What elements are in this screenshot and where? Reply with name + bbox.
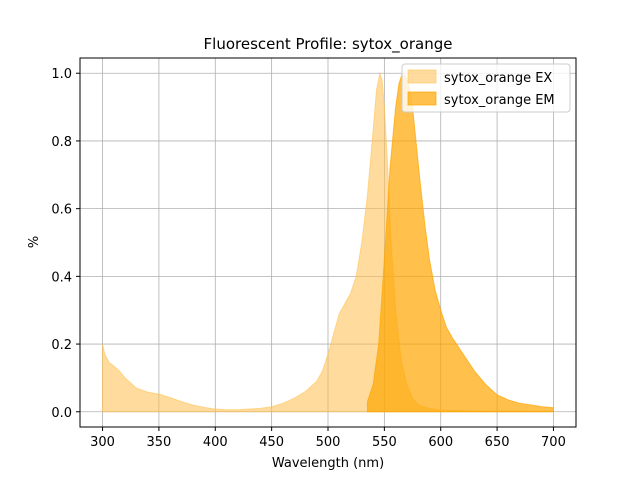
y-tick-label: 0.0	[51, 406, 72, 421]
series-area-em	[366, 72, 554, 413]
legend-label: sytox_orange EX	[444, 71, 552, 86]
x-tick-label: 700	[541, 435, 566, 450]
y-tick-label: 0.8	[51, 135, 72, 150]
y-tick-label: 0.6	[51, 203, 72, 218]
y-tick-label: 0.2	[51, 338, 72, 353]
x-tick-label: 650	[485, 435, 510, 450]
x-axis-label: Wavelength (nm)	[272, 456, 384, 471]
y-tick-label: 0.4	[51, 270, 72, 285]
legend-box	[401, 63, 571, 113]
x-tick-label: 450	[259, 435, 284, 450]
plot-area: 300 350 400 450 500 550 600 650 700 0.0 0.2 0.4 0.6 0…	[51, 57, 577, 450]
legend-swatch	[407, 69, 437, 84]
x-tick-label: 300	[90, 435, 115, 450]
y-axis-label: %	[27, 236, 42, 248]
x-tick-label: 550	[372, 435, 397, 450]
x-tick-label: 350	[146, 435, 171, 450]
legend-label: sytox_orange EM	[444, 93, 555, 108]
x-tick-label: 600	[428, 435, 453, 450]
x-tick-label: 500	[316, 435, 341, 450]
chart-title: Fluorescent Profile: sytox_orange	[204, 35, 453, 54]
y-tick-label: 1.0	[51, 67, 72, 82]
x-tick-label: 400	[203, 435, 228, 450]
legend-swatch	[407, 91, 437, 106]
